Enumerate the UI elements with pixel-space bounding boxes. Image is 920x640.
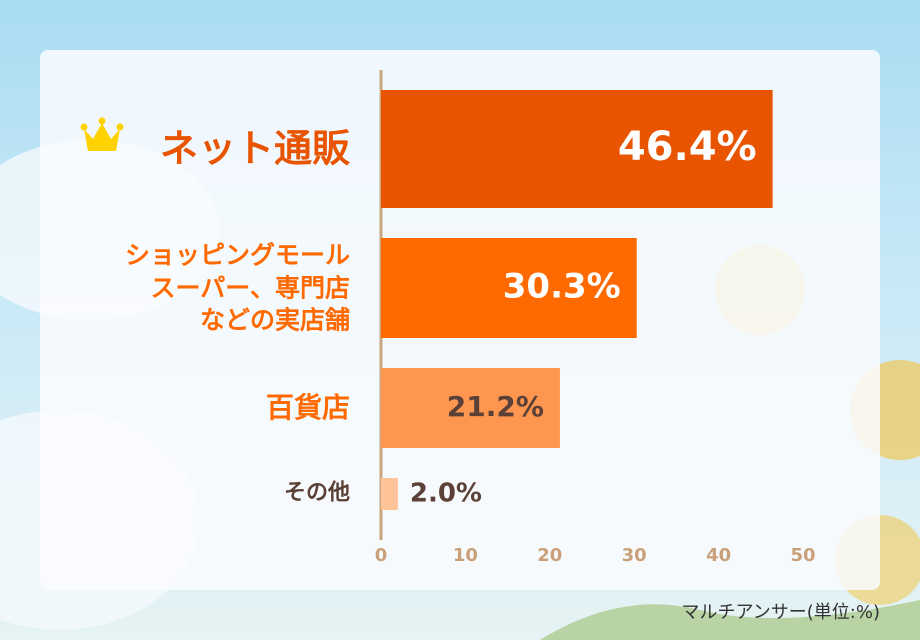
leaves <box>540 600 920 640</box>
value-label: 2.0% <box>410 479 482 509</box>
category-label: その他 <box>283 480 350 506</box>
bar <box>381 478 398 510</box>
x-tick-label: 10 <box>453 545 478 566</box>
x-tick-label: 0 <box>375 545 388 566</box>
crown-icon <box>80 117 124 151</box>
category-label: ネット通販 <box>159 126 350 171</box>
x-tick-label: 50 <box>790 545 815 566</box>
value-label: 30.3% <box>503 267 621 307</box>
bar <box>381 90 773 208</box>
x-tick-label: 20 <box>537 545 562 566</box>
note: マルチアンサー(単位:%) <box>681 602 881 623</box>
category-label: ショッピングモール スーパー、専門店 などの実店舗 <box>124 240 350 335</box>
bar <box>381 238 637 338</box>
x-tick-label: 40 <box>706 545 731 566</box>
value-label: 21.2% <box>447 390 544 423</box>
x-tick-label: 30 <box>622 545 647 566</box>
value-label: 46.4% <box>618 124 757 170</box>
category-label: 百貨店 <box>265 390 350 424</box>
bar <box>381 368 560 448</box>
